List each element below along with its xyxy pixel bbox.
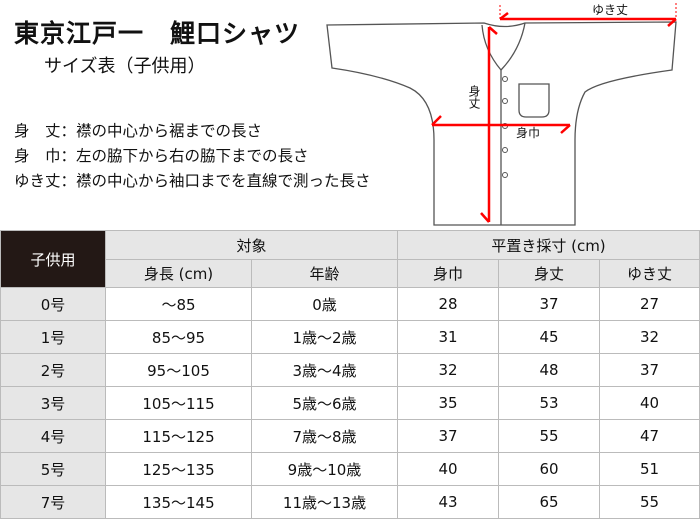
label-mihaba: 身巾 (516, 125, 540, 140)
yuki-cell: 47 (599, 419, 700, 453)
height-cell: 85～95 (105, 320, 252, 354)
table-row: 4号 115～125 7歳～8歳 37 55 47 (0, 419, 700, 453)
mihaba-cell: 37 (397, 419, 499, 453)
mitake-cell: 37 (498, 287, 600, 321)
col-age: 年齢 (251, 259, 398, 288)
height-cell: ～85 (105, 287, 252, 321)
size-cell: 1号 (0, 320, 106, 354)
mitake-cell: 60 (498, 452, 600, 486)
col-mitake: 身丈 (498, 259, 600, 288)
age-cell: 7歳～8歳 (251, 419, 398, 453)
age-cell: 1歳～2歳 (251, 320, 398, 354)
pocket (518, 83, 550, 118)
page-subtitle: サイズ表（子供用） (44, 56, 206, 77)
size-cell: 5号 (0, 452, 106, 486)
size-cell: 2号 (0, 353, 106, 387)
yuki-cell: 51 (599, 452, 700, 486)
yuki-cell: 32 (599, 320, 700, 354)
label-mitake: 身丈 (467, 84, 481, 110)
height-cell: 125～135 (105, 452, 252, 486)
mihaba-cell: 43 (397, 485, 499, 519)
table-column-header: 身長 (cm) 年齢 身巾 身丈 ゆき丈 (1, 259, 700, 288)
size-table: 子供用 対象 平置き採寸 (cm) 身長 (cm) 年齢 身巾 身丈 ゆき丈 0… (0, 230, 700, 519)
table-row: 2号 95～105 3歳～4歳 32 48 37 (0, 353, 700, 387)
definition-mitake: 身 丈：襟の中心から裾までの長さ (14, 122, 263, 140)
table-group-header: 子供用 対象 平置き採寸 (cm) (0, 230, 700, 288)
col-yuki: ゆき丈 (599, 259, 700, 288)
table-row: 7号 135～145 11歳～13歳 43 65 55 (0, 485, 700, 519)
yuki-cell: 37 (599, 353, 700, 387)
mihaba-cell: 40 (397, 452, 499, 486)
mihaba-cell: 28 (397, 287, 499, 321)
table-row: 0号 ～85 0歳 28 37 27 (0, 287, 700, 321)
yuki-cell: 40 (599, 386, 700, 420)
height-cell: 115～125 (105, 419, 252, 453)
table-row: 5号 125～135 9歳～10歳 40 60 51 (0, 452, 700, 486)
size-cell: 0号 (0, 287, 106, 321)
definition-yuki: ゆき丈：襟の中心から袖口までを直線で測った長さ (14, 172, 371, 190)
age-cell: 5歳～6歳 (251, 386, 398, 420)
mitake-cell: 53 (498, 386, 600, 420)
mihaba-cell: 35 (397, 386, 499, 420)
height-cell: 105～115 (105, 386, 252, 420)
group-measure-header: 平置き採寸 (cm) (397, 230, 700, 260)
col-height: 身長 (cm) (105, 259, 252, 288)
mitake-cell: 45 (498, 320, 600, 354)
table-row: 3号 105～115 5歳～6歳 35 53 40 (0, 386, 700, 420)
mitake-cell: 65 (498, 485, 600, 519)
height-cell: 135～145 (105, 485, 252, 519)
yuki-cell: 55 (599, 485, 700, 519)
size-cell: 7号 (0, 485, 106, 519)
height-cell: 95～105 (105, 353, 252, 387)
size-cell: 4号 (0, 419, 106, 453)
definition-mihaba: 身 巾：左の脇下から右の脇下までの長さ (14, 147, 309, 165)
age-cell: 3歳～4歳 (251, 353, 398, 387)
yuki-cell: 27 (599, 287, 700, 321)
measurement-definitions: 身 丈：襟の中心から裾までの長さ 身 巾：左の脇下から右の脇下までの長さ ゆき丈… (14, 119, 371, 194)
label-yuki: ゆき丈 (592, 3, 628, 17)
col-mihaba: 身巾 (397, 259, 499, 288)
age-cell: 9歳～10歳 (251, 452, 398, 486)
corner-header: 子供用 (0, 230, 106, 288)
mitake-cell: 55 (498, 419, 600, 453)
mitake-cell: 48 (498, 353, 600, 387)
size-cell: 3号 (0, 386, 106, 420)
measurement-arrows (431, 12, 677, 223)
page-title: 東京江戸一 鯉口シャツ (14, 19, 301, 48)
age-cell: 0歳 (251, 287, 398, 321)
mihaba-cell: 31 (397, 320, 499, 354)
age-cell: 11歳～13歳 (251, 485, 398, 519)
shirt-diagram: ゆき丈 身巾 身丈 (326, 3, 677, 226)
table-row: 1号 85～95 1歳～2歳 31 45 32 (0, 320, 700, 354)
mihaba-cell: 32 (397, 353, 499, 387)
group-target-header: 対象 (105, 230, 398, 260)
